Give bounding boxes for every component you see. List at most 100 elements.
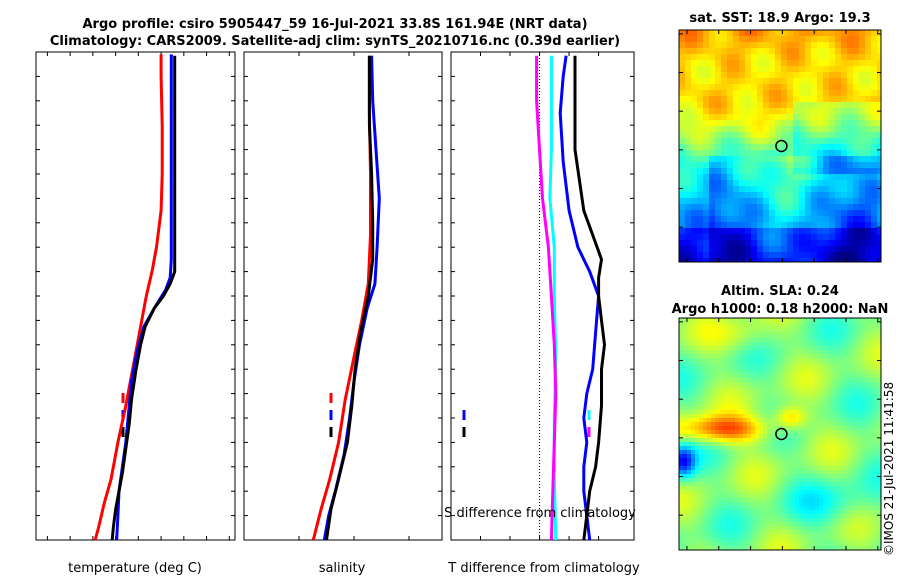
map-cell (783, 458, 788, 463)
map-cell (799, 96, 806, 103)
map-cell (727, 414, 732, 419)
map-cell (867, 326, 872, 331)
map-cell (709, 144, 716, 151)
map-cell (791, 470, 796, 475)
map-cell (787, 96, 794, 103)
map-cell (679, 450, 684, 455)
map-cell (759, 410, 764, 415)
map-cell (707, 470, 712, 475)
map-cell (759, 458, 764, 463)
map-cell (817, 174, 824, 181)
map-cell (811, 490, 816, 495)
map-cell (715, 334, 720, 339)
map-cell (879, 354, 881, 359)
map-cell (871, 542, 876, 547)
map-cell (779, 506, 784, 511)
map-cell (775, 354, 780, 359)
map-cell (865, 156, 872, 163)
map-cell (727, 48, 734, 55)
map-cell (815, 482, 820, 487)
map-cell (743, 478, 748, 483)
map-cell (711, 502, 716, 507)
map-cell (799, 482, 804, 487)
map-cell (699, 398, 704, 403)
map-cell (855, 454, 860, 459)
map-cell (771, 410, 776, 415)
map-cell (711, 506, 716, 511)
map-cell (745, 48, 752, 55)
map-cell (763, 342, 768, 347)
map-cell (781, 234, 788, 241)
map-cell (751, 490, 756, 495)
map-cell (727, 240, 734, 247)
map-cell (839, 414, 844, 419)
map-cell (843, 546, 848, 550)
map-cell (733, 90, 740, 97)
map-cell (829, 222, 836, 229)
map-cell (763, 458, 768, 463)
map-cell (787, 370, 792, 375)
map-cell (769, 240, 776, 247)
map-cell (871, 42, 878, 49)
map-cell (721, 108, 728, 115)
map-cell (847, 486, 852, 491)
map-cell (775, 442, 780, 447)
map-cell (679, 386, 684, 391)
map-cell (779, 330, 784, 335)
map-cell (699, 410, 704, 415)
map-cell (707, 370, 712, 375)
map-cell (805, 162, 812, 169)
map-cell (727, 478, 732, 483)
map-cell (823, 114, 830, 121)
map-cell (853, 126, 860, 133)
map-cell (877, 192, 881, 199)
map-cell (803, 402, 808, 407)
map-cell (751, 470, 756, 475)
map-cell (685, 42, 692, 49)
map-cell (879, 506, 881, 511)
map-cell (735, 350, 740, 355)
map-cell (795, 446, 800, 451)
map-cell (847, 438, 852, 443)
map-cell (699, 502, 704, 507)
map-cell (687, 338, 692, 343)
map-cell (799, 234, 806, 241)
map-cell (685, 246, 692, 253)
map-cell (835, 126, 842, 133)
map-cell (699, 542, 704, 547)
map-cell (847, 414, 852, 419)
map-cell (863, 370, 868, 375)
map-cell (721, 30, 728, 37)
map-cell (787, 490, 792, 495)
map-cell (719, 510, 724, 515)
map-cell (803, 522, 808, 527)
map-cell (835, 386, 840, 391)
map-cell (763, 138, 770, 145)
map-cell (847, 538, 852, 543)
map-cell (877, 42, 881, 49)
map-cell (733, 228, 740, 235)
map-cell (859, 474, 864, 479)
map-cell (807, 338, 812, 343)
map-cell (779, 338, 784, 343)
map-cell (691, 36, 698, 43)
map-cell (855, 438, 860, 443)
map-cell (879, 510, 881, 515)
map-cell (755, 382, 760, 387)
map-cell (743, 370, 748, 375)
map-cell (835, 252, 842, 259)
map-cell (767, 322, 772, 327)
map-cell (863, 330, 868, 335)
map-cell (715, 518, 720, 523)
map-cell (795, 462, 800, 467)
map-cell (703, 108, 710, 115)
map-cell (795, 546, 800, 550)
map-cell (819, 534, 824, 539)
map-cell (683, 502, 688, 507)
map-cell (819, 538, 824, 543)
map-cell (771, 402, 776, 407)
map-cell (851, 358, 856, 363)
map-cell (877, 66, 881, 73)
map-cell (751, 446, 756, 451)
map-cell (751, 258, 758, 262)
